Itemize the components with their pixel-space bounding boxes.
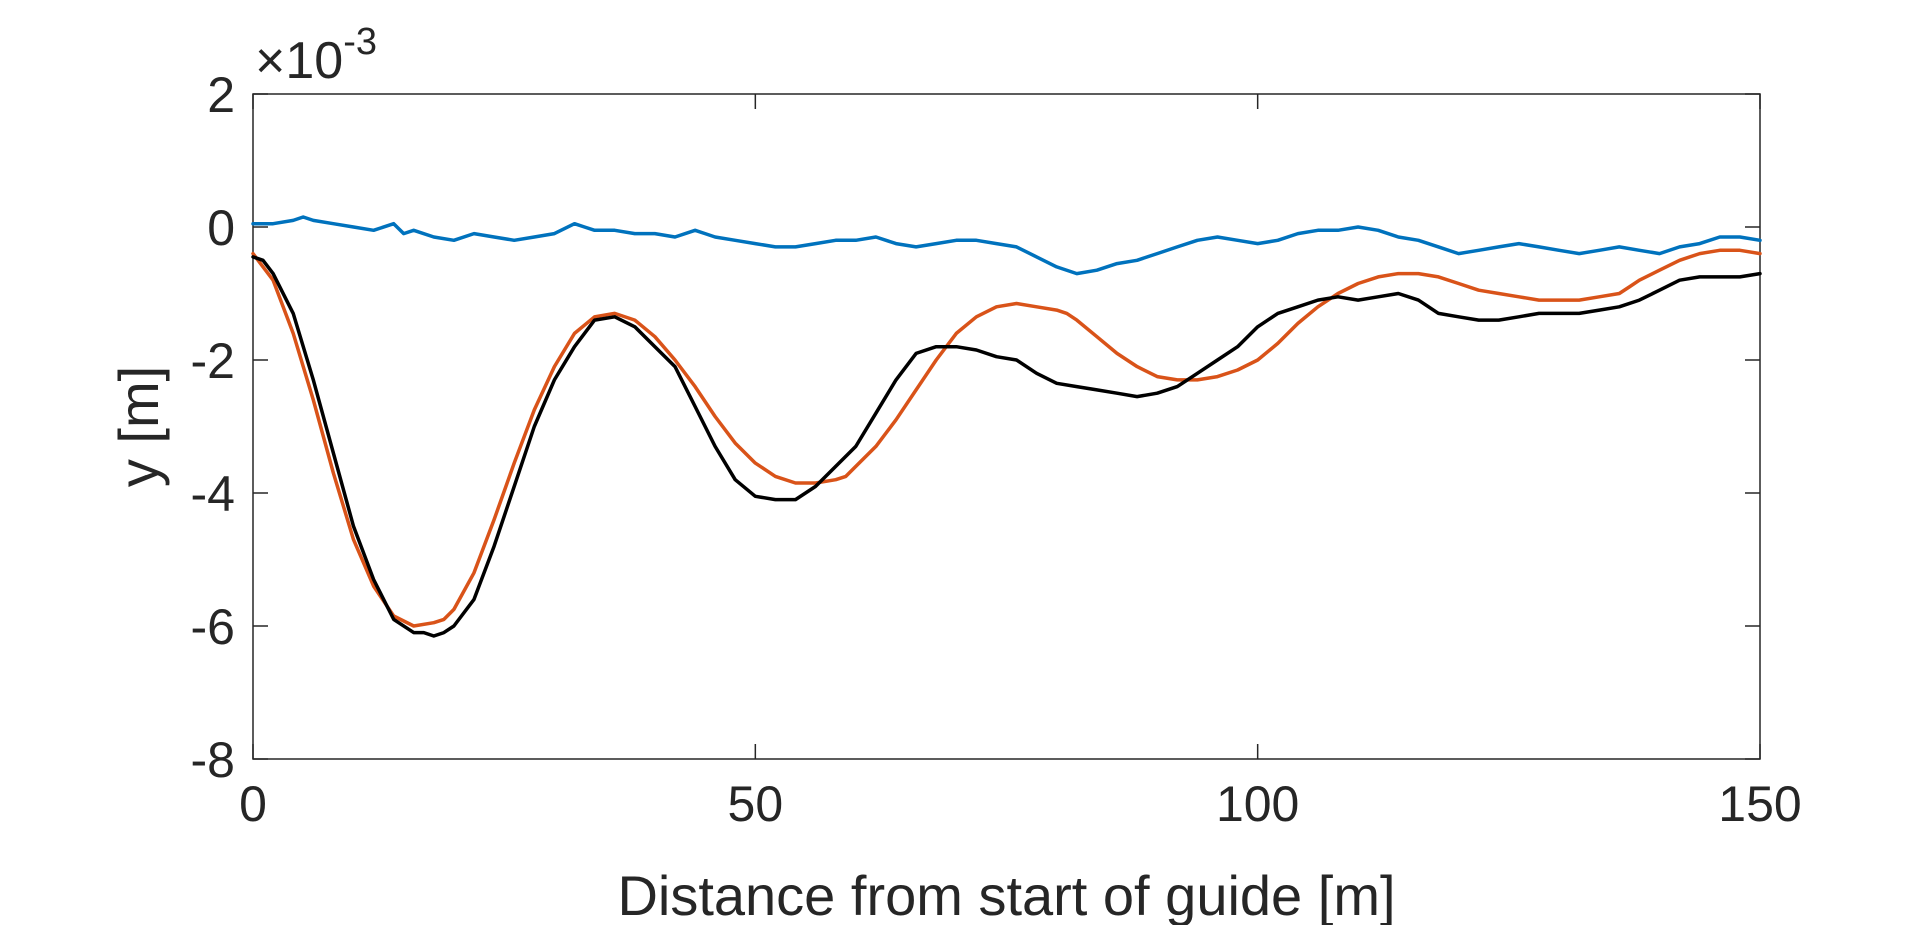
x-tick-label: 50 [728,776,784,832]
plot-frame [252,93,1761,760]
series-line-1 [251,215,1762,276]
y-exponent-power: -3 [343,21,377,63]
y-axis-label: y [m] [107,366,170,487]
series-line-2 [251,248,1762,628]
labels-layer: 0 50 100 150 -8 -6 -4 -2 0 2 Distance from start o… [107,21,1802,925]
x-tick-label: 0 [239,776,267,832]
series-line-3 [251,255,1762,638]
plot-box [252,93,1761,760]
y-tick-label: -8 [191,732,235,788]
y-tick-label: 2 [207,67,235,123]
series-layer [251,215,1762,638]
x-axis-label: Distance from start of guide [m] [617,864,1395,925]
x-tick-label: 150 [1718,776,1801,832]
y-tick-label: -6 [191,599,235,655]
y-tick-label: -4 [191,466,235,522]
y-tick-label: 0 [207,200,235,256]
x-tick-label: 100 [1216,776,1299,832]
y-exponent-base: ×10 [255,32,343,90]
y-tick-label: -2 [191,333,235,389]
y-exponent-label: ×10-3 [255,21,377,90]
ticks-layer [252,93,1761,760]
